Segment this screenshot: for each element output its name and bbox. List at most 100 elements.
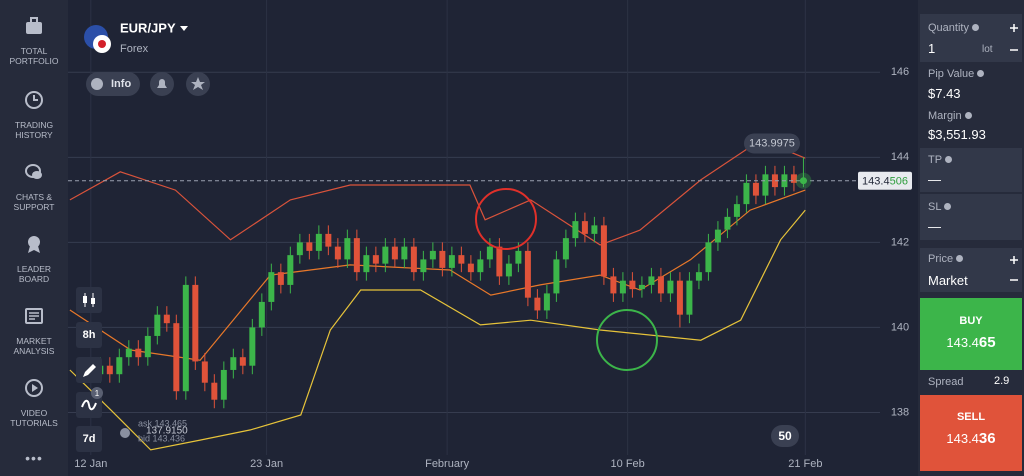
candle-body [306, 242, 313, 251]
nav-label[interactable]: TOTAL PORTFOLIO [9, 46, 59, 66]
nav-label[interactable]: CHATS & SUPPORT [13, 192, 55, 212]
band-line [69, 209, 806, 451]
candle-body [486, 246, 493, 260]
sl-box[interactable]: SL — [920, 194, 1022, 240]
quantity-value[interactable]: 1 [928, 41, 936, 56]
current-price-dot [799, 177, 807, 185]
candle-body [220, 369, 227, 400]
candle-body [315, 233, 322, 251]
sell-label[interactable]: SELL [956, 411, 986, 423]
candle-body [477, 259, 484, 273]
nav-item[interactable]: TRADING HISTORY [0, 90, 68, 140]
period-label[interactable]: 8h [83, 329, 96, 341]
nav-label[interactable]: VIDEO TUTORIALS [10, 408, 58, 428]
symbol-caret[interactable] [180, 26, 188, 31]
nav-label[interactable]: TRADING HISTORY [14, 120, 54, 140]
candle-body [372, 255, 379, 264]
candle-body [448, 255, 455, 268]
candle-body [258, 301, 265, 328]
nav-item[interactable]: TOTAL PORTFOLIO [0, 16, 68, 66]
candle-body [277, 272, 284, 285]
candle-body [239, 357, 246, 366]
buy-label[interactable]: BUY [959, 315, 983, 327]
y-tick-label: 138 [891, 406, 909, 418]
x-tick-label: 12 Jan [74, 458, 107, 470]
period-button[interactable] [76, 322, 102, 348]
margin-label: Margin [928, 110, 972, 122]
candle-body [553, 259, 560, 294]
candle-body [144, 335, 151, 358]
candle-body [410, 246, 417, 273]
buy-button[interactable]: BUY 143.465 [920, 298, 1022, 370]
spread-label: Spread [928, 376, 964, 388]
indicator-badge-value[interactable]: 50 [778, 429, 792, 443]
quantity-label: Quantity [928, 22, 979, 34]
help-icon [120, 428, 130, 438]
sl-value[interactable]: — [928, 219, 941, 234]
candle-body [401, 246, 408, 260]
nav-item[interactable]: LEADER BOARD [0, 234, 68, 284]
candle-body [600, 225, 607, 277]
candle-icon [83, 296, 87, 303]
candle-body [439, 250, 446, 268]
candle-body [363, 255, 370, 273]
price-label: Price [928, 253, 964, 265]
sell-button[interactable]: SELL 143.436 [920, 395, 1022, 471]
candle-body [676, 280, 683, 315]
sl-label-text: SL [928, 201, 942, 213]
tp-box[interactable]: TP — [920, 148, 1022, 192]
nav-item[interactable]: CHATS & SUPPORT [0, 162, 68, 212]
flag-jp-dot [98, 40, 106, 48]
quantity-box[interactable]: Quantity 1 lot [920, 14, 1022, 62]
candle-body [382, 246, 389, 264]
candle-body [391, 246, 398, 260]
candle-body [163, 314, 170, 324]
nav-label[interactable]: LEADER BOARD [16, 264, 51, 284]
candle-body [420, 259, 427, 273]
candle-body [515, 250, 522, 264]
y-tick-label: 144 [891, 151, 909, 163]
indicator-badge[interactable] [771, 425, 799, 447]
price-value[interactable]: Market [928, 273, 968, 288]
info-button[interactable] [86, 72, 140, 96]
indicator-count: 1 [95, 389, 100, 398]
current-price-box [858, 171, 912, 190]
candle-body [648, 276, 655, 285]
tp-label-text: TP [928, 154, 943, 166]
candle-body [201, 361, 208, 383]
price-box[interactable]: Price Market [920, 248, 1022, 292]
nav-item[interactable]: VIDEO TUTORIALS [0, 378, 68, 428]
candle-body [657, 276, 664, 294]
range-button[interactable] [76, 426, 102, 452]
decrease-button[interactable] [1006, 270, 1022, 290]
increase-button[interactable] [1006, 18, 1022, 38]
candle-body [619, 280, 626, 294]
sell-price[interactable]: 143.436 [946, 430, 996, 447]
highlight-circle [596, 309, 658, 371]
candle-body [752, 182, 759, 196]
nav-item[interactable]: MARKET ANALYSIS [0, 306, 68, 356]
buy-price[interactable]: 143.465 [946, 334, 996, 351]
info-label[interactable]: Info [111, 78, 131, 90]
candle-body [429, 250, 436, 260]
market: Forex [120, 43, 149, 55]
nav-label[interactable]: MARKET ANALYSIS [13, 336, 55, 356]
tp-value[interactable]: — [928, 172, 941, 187]
symbol[interactable]: EUR/JPY [120, 20, 176, 35]
candle-body [762, 174, 769, 196]
current-price-label: 143.4506 [862, 176, 908, 188]
candle-body [581, 221, 588, 234]
chart-type-button[interactable] [76, 287, 102, 313]
candle-body [334, 246, 341, 260]
candle-body [562, 238, 569, 260]
increase-button[interactable] [1006, 250, 1022, 270]
candle-body [610, 276, 617, 294]
candle-body [743, 182, 750, 205]
spread-value: 2.9 [994, 375, 1010, 387]
range-label[interactable]: 7d [83, 433, 96, 445]
trade-panel: Quantity 1 lot Pip Value $7.43 Margin $3… [918, 0, 1024, 476]
candle-body [211, 382, 218, 400]
more-button[interactable]: ••• [25, 450, 43, 466]
decrease-button[interactable] [1006, 40, 1022, 60]
candle-body [790, 174, 797, 183]
